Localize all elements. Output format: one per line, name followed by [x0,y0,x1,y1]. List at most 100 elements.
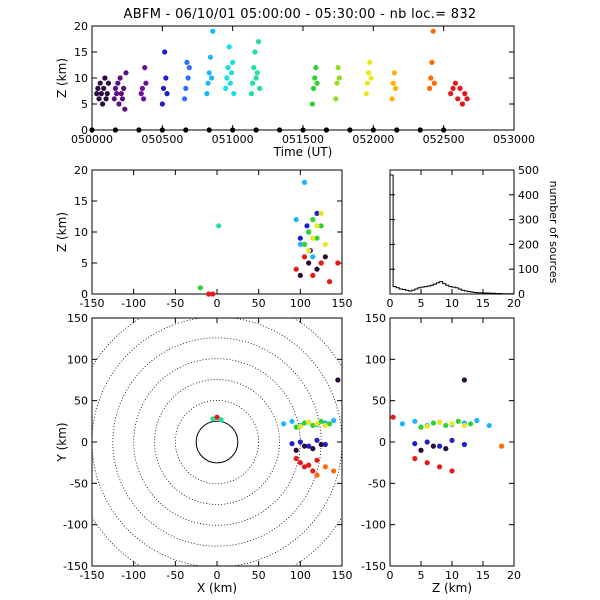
data-point [314,80,320,86]
series-group [216,223,222,229]
data-point [394,127,400,133]
data-point [389,96,395,102]
x-tick-label: 0 [387,297,394,310]
data-point [230,127,236,133]
x-tick-label: 0 [214,569,221,582]
plot-frame [91,317,343,567]
range-ring [174,399,260,485]
x-tick-label: 053000 [493,133,535,146]
series-group [309,65,320,107]
data-point [462,91,468,97]
data-point [119,96,126,102]
data-point [314,472,320,478]
data-point [310,422,316,429]
data-point [437,464,443,470]
data-point [310,446,316,452]
data-point [197,285,203,291]
y-tick-label: 15 [74,46,88,59]
data-point [97,80,103,86]
data-point [210,416,216,422]
data-point [301,179,308,185]
data-point [248,91,255,97]
data-point [206,127,212,133]
data-point [452,80,458,86]
y-axis-label: number of sources [547,181,560,284]
data-point [257,85,263,91]
data-point [314,266,320,272]
data-point [293,217,299,223]
data-point [443,446,449,452]
series-group [301,217,324,247]
data-point [417,127,423,133]
data-point [162,49,168,55]
data-point [322,241,328,247]
data-point [301,443,308,449]
x-tick-label: -50 [166,569,184,582]
data-point [318,223,324,229]
data-point [112,127,119,133]
y-tick-label: 500 [518,164,539,177]
data-point [206,70,212,76]
data-point [424,439,430,445]
y-tick-label: -150 [63,560,88,573]
data-point [318,418,324,424]
data-point [310,272,316,278]
y-tick-label: 300 [518,214,539,227]
data-point [205,80,211,86]
series-group [499,443,505,449]
series-group [159,49,170,107]
data-point [314,457,320,463]
data-point [390,414,396,420]
x-tick-label: 5 [418,297,425,310]
data-point [223,85,229,91]
data-point [331,468,337,474]
data-point [206,291,212,297]
y-tick-label: -50 [368,477,386,490]
data-point [297,439,303,445]
data-point [138,91,144,97]
data-point [121,85,127,91]
y-tick-label: -100 [361,519,386,532]
data-point [208,75,215,81]
data-point [116,101,122,107]
data-point [399,421,405,427]
x-tick-label: 051500 [282,133,324,146]
range-ring [195,420,239,464]
range-ring [92,318,342,566]
data-point [310,235,316,241]
data-point [424,460,430,466]
y-tick-label: 20 [74,20,88,33]
series-group [306,210,328,254]
y-tick-label: -50 [70,477,88,490]
series-group [111,70,129,112]
x-tick-label: 5 [418,569,425,582]
data-point [437,443,443,449]
data-point [443,422,449,429]
data-point [314,437,320,443]
data-point [122,106,128,112]
data-point [322,254,328,260]
series-group [293,418,333,430]
data-point [101,85,107,91]
data-point [142,65,148,71]
series-group [223,44,237,97]
data-point [253,75,259,81]
data-point [366,70,372,76]
data-point [326,421,333,427]
y-tick-label: 20 [74,164,88,177]
data-point [164,91,170,97]
data-point [312,75,318,81]
data-point [306,248,312,254]
x-axis-label: Time (UT) [273,145,333,159]
series-group [412,437,467,449]
data-point [333,96,339,102]
y-tick-label: 15 [74,195,88,208]
x-tick-label: 100 [290,569,311,582]
y-tick-label: 5 [81,257,88,270]
data-point [185,75,191,81]
data-point [253,127,259,133]
data-point [103,96,109,102]
data-point [461,441,467,448]
series-group [297,419,328,429]
